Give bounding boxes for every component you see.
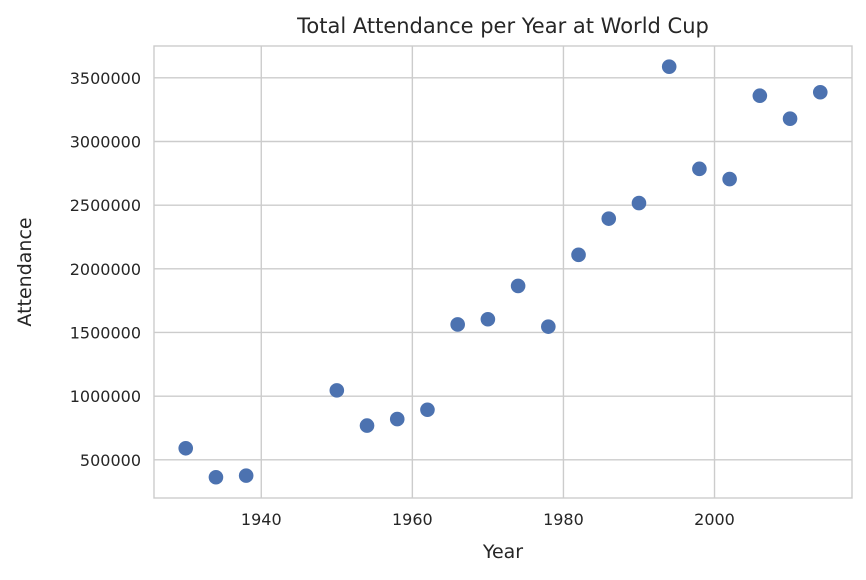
data-point [782,111,798,127]
y-tick-label: 3500000 [70,69,141,88]
data-point [510,278,526,294]
data-point [420,402,435,418]
chart-title: Total Attendance per Year at World Cup [296,14,709,38]
y-tick-label: 3000000 [70,132,141,151]
data-point [178,440,194,456]
y-tick-label: 2500000 [70,196,141,215]
data-point [601,211,617,226]
y-tick-label: 2000000 [70,260,141,279]
data-point [359,418,375,433]
x-tick-label: 1960 [392,510,433,529]
y-tick-label: 1500000 [70,323,141,342]
data-point [692,161,707,177]
x-axis-label: Year [482,541,523,563]
data-point [389,411,405,427]
data-point [812,84,828,100]
x-tick-labels: 1940 1960 1980 2000 [241,510,735,529]
grid [154,46,852,498]
y-tick-labels: 500000 1000000 1500000 2000000 2500000 300000… [70,69,141,470]
data-point [752,88,768,104]
plot-frame [153,45,853,499]
x-tick-label: 2000 [694,510,735,529]
y-tick-label: 1000000 [70,387,141,406]
y-axis-label: Attendance [14,217,36,326]
data-point [631,195,647,211]
x-tick-label: 1940 [241,510,282,529]
data-point [208,469,224,485]
data-point [571,247,586,263]
y-tick-label: 500000 [80,451,141,470]
data-point [722,171,737,187]
data-point [450,317,465,332]
data-point [329,383,345,398]
data-points [178,59,828,485]
data-point [541,319,556,334]
data-point [661,59,677,74]
x-tick-label: 1980 [543,510,584,529]
data-point [238,468,254,483]
data-point [480,311,496,327]
